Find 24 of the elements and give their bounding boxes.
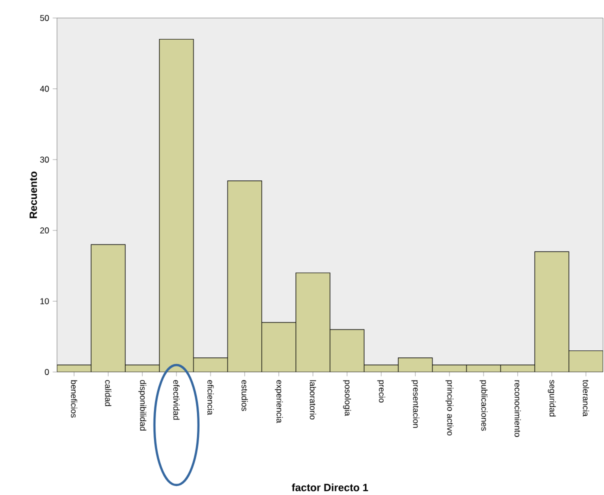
x-tick-label: publicaciones (480, 380, 488, 431)
x-tick-label: experiencia (274, 380, 283, 424)
x-tick-label: calidad (105, 380, 112, 406)
x-tick-label: beneficios (70, 380, 78, 418)
y-tick-label: 0 (44, 369, 49, 375)
x-tick-label: efectividad (173, 380, 180, 420)
x-tick-label: disponibilidad (138, 380, 146, 431)
x-tick-label: reconocimiento (514, 380, 521, 437)
y-tick-label: 50 (40, 15, 49, 21)
y-tick-label: 30 (40, 156, 49, 163)
x-tick-label: seguridad (548, 380, 556, 416)
y-tick-label: 40 (40, 86, 49, 92)
y-axis-title: Recuento (30, 172, 37, 218)
x-tick-label: eficiencia (207, 380, 214, 416)
x-tick-label: precio (377, 380, 386, 402)
x-tick-label: posologia (343, 380, 352, 416)
x-tick-label: tolerancia (582, 380, 590, 416)
y-tick-label: 10 (40, 298, 49, 304)
y-tick-label: 20 (40, 227, 49, 234)
x-tick-label: principio activo (446, 380, 454, 436)
x-axis-title: factor Directo 1 (292, 484, 368, 492)
x-tick-label: estudios (242, 380, 248, 411)
x-tick-label: laboratorio (310, 380, 316, 420)
x-tick-label: presentacion (411, 380, 420, 428)
